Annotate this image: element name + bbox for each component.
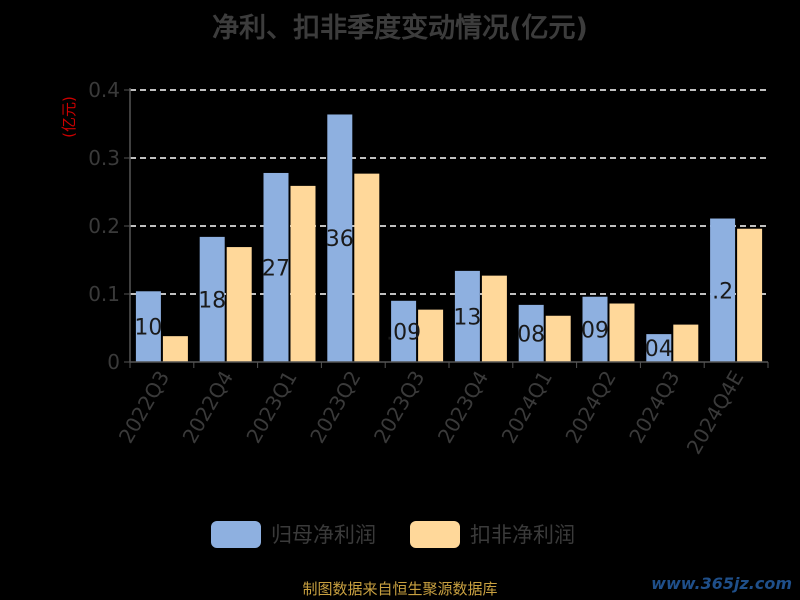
bar-net-profit [199, 236, 225, 362]
source-note: 制图数据来自恒生聚源数据库 [302, 580, 498, 598]
y-axis-label: (亿元) [60, 96, 78, 138]
x-tick-label: 2022Q4 [178, 367, 238, 448]
y-tick-label: 0.4 [88, 78, 120, 102]
legend-label: 扣非净利润 [470, 523, 575, 547]
bar-deducted-profit [609, 303, 635, 362]
bar-deducted-profit [545, 315, 571, 362]
data-label: .2 [712, 279, 733, 304]
bar-deducted-profit [162, 336, 188, 362]
data-label: 36 [326, 227, 354, 252]
bar-deducted-profit [737, 228, 763, 362]
bar-net-profit [518, 304, 544, 362]
bar-net-profit [391, 300, 417, 362]
x-tick-label: 2023Q1 [241, 367, 301, 448]
bar-deducted-profit [226, 247, 252, 362]
x-tick-label: 2024Q4E [682, 367, 749, 459]
legend: 归母净利润 扣非净利润 [211, 521, 575, 548]
y-tick-label: 0.2 [88, 214, 120, 238]
bar-net-profit [582, 296, 608, 362]
x-tick-label: 2023Q3 [369, 367, 429, 448]
x-tick-label: 2023Q4 [433, 367, 493, 448]
y-tick-label: 0.1 [88, 282, 120, 306]
y-tick-label: 0.3 [88, 146, 120, 170]
data-label: .09 [386, 320, 421, 345]
axes: 00.10.20.30.4(亿元)2022Q3 2022Q4 2023Q1 2023Q… [60, 78, 769, 459]
legend-label: 归母净利润 [271, 523, 376, 547]
x-tick-label: 2024Q1 [497, 367, 557, 448]
bar-net-profit [646, 334, 672, 362]
data-labels: 10 18 27 36 .09 13 08 09 04 .2 [134, 227, 733, 362]
watermark: www.365jz.com [651, 574, 792, 593]
x-tick-label: 2024Q2 [560, 367, 620, 448]
x-tick-label: 2022Q3 [114, 367, 174, 448]
data-label: 10 [134, 316, 162, 341]
data-label: 18 [198, 288, 226, 313]
bar-deducted-profit [418, 309, 444, 362]
bar-net-profit [454, 270, 480, 362]
bar-deducted-profit [354, 173, 380, 362]
bar-deducted-profit [673, 324, 699, 362]
x-tick-label: 2024Q3 [624, 367, 684, 448]
x-tick-label: 2023Q2 [305, 367, 365, 448]
data-label: 13 [453, 305, 481, 330]
bar-net-profit [327, 114, 353, 362]
data-label: 08 [517, 322, 545, 347]
bar-net-profit [263, 172, 289, 362]
bar-net-profit [135, 291, 161, 362]
legend-swatch [410, 521, 460, 548]
legend-swatch [211, 521, 261, 548]
y-tick-label: 0 [107, 350, 120, 374]
data-label: 04 [645, 337, 673, 362]
data-label: 09 [581, 318, 609, 343]
grid-lines [130, 89, 768, 295]
bar-deducted-profit [481, 275, 507, 362]
chart-title: 净利、扣非季度变动情况(亿元) [212, 13, 588, 44]
bars [135, 114, 763, 362]
bar-net-profit [710, 218, 736, 362]
data-label: 27 [262, 256, 290, 281]
bar-deducted-profit [290, 185, 316, 362]
